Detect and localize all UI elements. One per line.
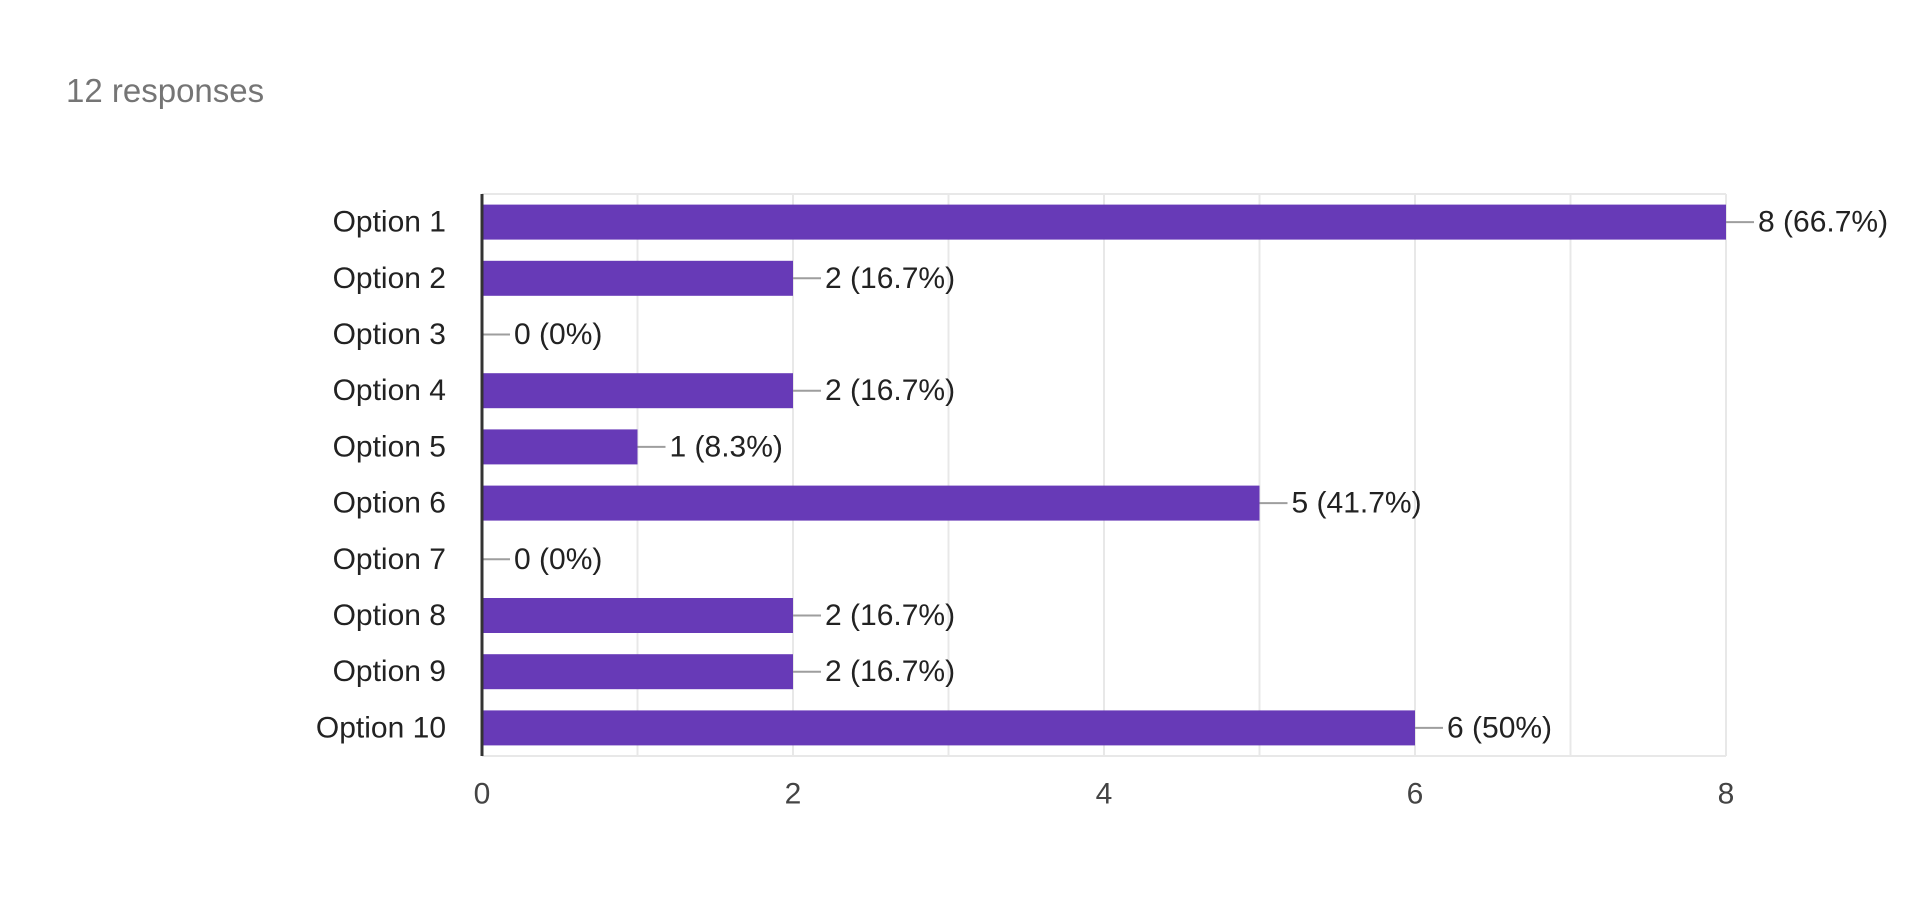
data-label: 8 (66.7%)	[1758, 206, 1888, 239]
data-label: 6 (50%)	[1447, 711, 1552, 744]
x-tick-label: 6	[1407, 778, 1424, 811]
category-label: Option 10	[316, 711, 446, 744]
data-label: 5 (41.7%)	[1292, 487, 1422, 520]
data-label: 2 (16.7%)	[825, 655, 955, 688]
x-tick-label: 0	[474, 778, 491, 811]
category-label: Option 8	[333, 599, 446, 632]
gridlines	[482, 193, 1727, 757]
bar	[482, 710, 1415, 746]
category-label: Option 7	[333, 543, 446, 576]
data-label: 2 (16.7%)	[825, 374, 955, 407]
category-labels: Option 1 Option 2 Option 3 Option 4 Option 5…	[316, 206, 446, 745]
data-label: 2 (16.7%)	[825, 262, 955, 295]
bar	[482, 373, 793, 409]
x-tick-label: 8	[1718, 778, 1735, 811]
bars	[482, 204, 1726, 746]
data-labels: 8 (66.7%) 2 (16.7%) 0 (0%) 2 (16.7%) 1 (8.3%…	[482, 206, 1888, 744]
data-label: 0 (0%)	[514, 543, 602, 576]
x-tick-label: 2	[785, 778, 802, 811]
category-label: Option 9	[333, 655, 446, 688]
bar	[482, 204, 1726, 240]
x-axis-ticks: 0 2 4 6 8	[474, 778, 1735, 811]
bar	[482, 260, 793, 296]
response-count: 12 responses	[66, 72, 265, 109]
category-label: Option 2	[333, 262, 446, 295]
category-label: Option 6	[333, 487, 446, 520]
bar	[482, 598, 793, 633]
x-tick-label: 4	[1096, 778, 1113, 811]
bar	[482, 485, 1260, 521]
category-label: Option 3	[333, 318, 446, 351]
data-label: 2 (16.7%)	[825, 599, 955, 632]
bar	[482, 429, 638, 465]
data-label: 1 (8.3%)	[670, 430, 783, 463]
category-label: Option 4	[333, 374, 446, 407]
category-label: Option 1	[333, 206, 446, 239]
category-label: Option 5	[333, 430, 446, 463]
bar	[482, 654, 793, 690]
data-label: 0 (0%)	[514, 318, 602, 351]
